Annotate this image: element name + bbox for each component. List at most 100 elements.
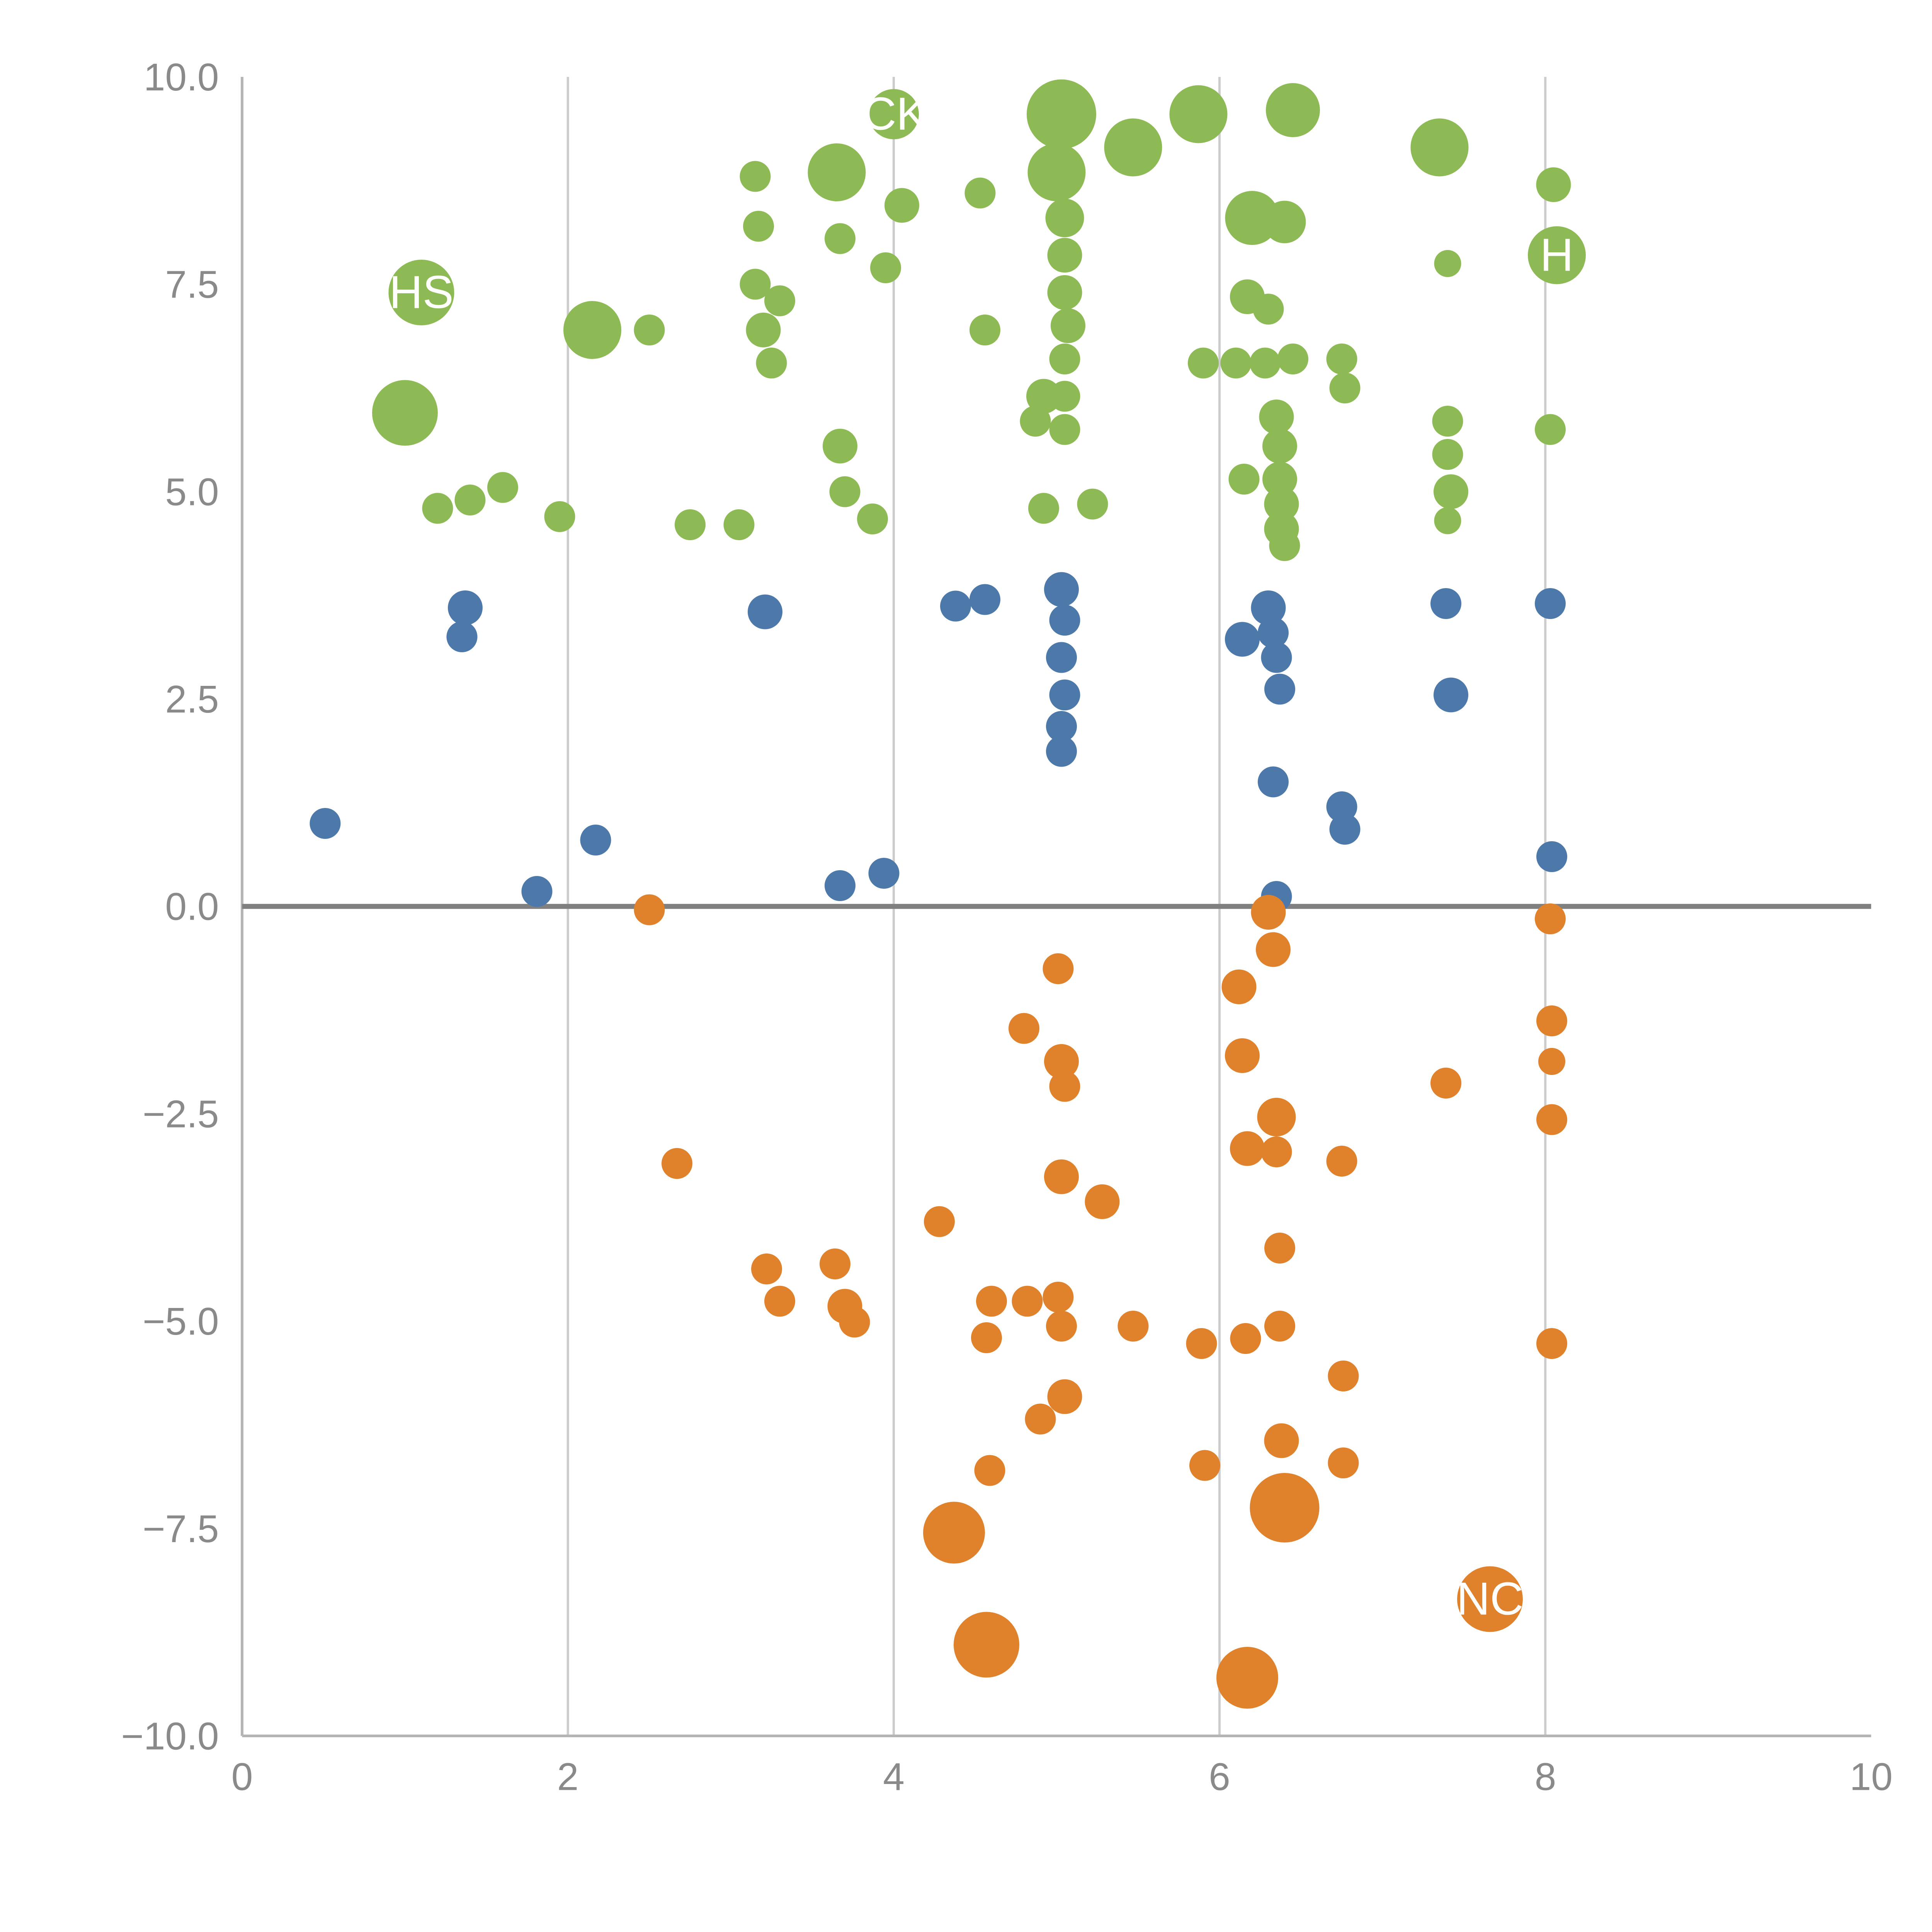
bubble	[829, 476, 861, 507]
bubble	[1216, 1647, 1278, 1709]
bubble	[1277, 344, 1308, 374]
bubble	[1043, 953, 1074, 984]
bubble	[1259, 400, 1294, 434]
bubble	[1046, 736, 1077, 767]
bubble	[1228, 464, 1260, 495]
bubble	[743, 211, 774, 242]
x-tick-label: 10	[1850, 1755, 1893, 1799]
bubble	[1536, 841, 1567, 872]
bubble	[1047, 275, 1082, 310]
bubble	[1186, 1328, 1217, 1359]
bubble	[1536, 1328, 1567, 1359]
bubble	[1328, 1447, 1359, 1478]
bubble	[825, 870, 855, 901]
y-tick-label: 7.5	[165, 263, 219, 306]
bubble	[1009, 1013, 1039, 1044]
bubble	[1326, 1146, 1357, 1177]
bubble	[1261, 1136, 1292, 1167]
y-tick-label: −2.5	[143, 1093, 219, 1136]
bubble	[1044, 1159, 1079, 1194]
bubble	[1430, 1068, 1461, 1099]
y-tick-label: 10.0	[144, 56, 219, 99]
bubble	[1329, 814, 1361, 845]
data-points	[310, 79, 1586, 1709]
bubble	[764, 1286, 795, 1317]
bubble	[746, 313, 781, 347]
bubble	[487, 472, 518, 503]
bubble	[1047, 238, 1082, 273]
bubble	[1434, 250, 1461, 277]
bubble	[372, 380, 438, 446]
bubble	[820, 1248, 850, 1279]
bubble	[1044, 1044, 1079, 1079]
bubble	[1257, 1098, 1296, 1136]
bubble-label: H	[1540, 229, 1574, 281]
bubble-label: HS	[389, 266, 454, 318]
bubble	[1536, 1104, 1567, 1135]
bubble	[969, 584, 1000, 615]
bubble	[1230, 1131, 1265, 1166]
bubble	[1258, 766, 1289, 798]
bubble	[740, 161, 771, 192]
bubble	[1077, 488, 1108, 520]
bubble	[740, 269, 771, 300]
bubble	[544, 501, 575, 532]
bubble	[1104, 118, 1162, 177]
bubble	[1535, 903, 1566, 934]
bubble-label: SCKT	[832, 88, 956, 140]
bubble	[1225, 622, 1260, 657]
y-tick-label: −10.0	[121, 1715, 219, 1758]
bubble	[1188, 347, 1219, 379]
bubble	[388, 260, 454, 325]
bubble	[1535, 414, 1566, 445]
bubble	[1264, 486, 1299, 522]
bubble	[1046, 1311, 1077, 1342]
bubble	[1264, 673, 1295, 705]
bubble	[1262, 429, 1297, 464]
bubble	[675, 509, 706, 540]
bubble	[1328, 1361, 1359, 1391]
bubble	[1028, 493, 1059, 524]
bubble	[1051, 308, 1085, 343]
y-tick-label: −5.0	[143, 1300, 219, 1343]
bubble	[1457, 1566, 1523, 1632]
bubble	[1434, 474, 1468, 509]
bubble	[1535, 588, 1566, 619]
bubble	[1230, 1323, 1261, 1354]
bubble-labels: HS SCKT H NC	[389, 88, 1573, 1625]
bubble	[521, 876, 553, 907]
bubble	[1434, 507, 1461, 534]
bubble	[839, 1306, 870, 1338]
bubble	[634, 315, 665, 345]
x-tick-label: 2	[557, 1755, 579, 1799]
bubble	[825, 223, 855, 254]
x-tick-label: 0	[231, 1755, 253, 1799]
bubble	[1262, 462, 1297, 497]
bubble	[1012, 1286, 1043, 1317]
bubble	[1049, 344, 1080, 374]
bubble	[1434, 677, 1468, 713]
bubble	[1221, 969, 1257, 1004]
bubble	[1263, 201, 1306, 243]
bubble	[808, 143, 866, 201]
bubble	[1025, 1403, 1056, 1435]
bubble	[1027, 79, 1096, 149]
x-tick-label: 4	[883, 1755, 905, 1799]
bubble	[1020, 406, 1051, 437]
bubble	[1261, 642, 1292, 673]
bubble	[1250, 347, 1281, 379]
tick-labels: 0 2 4 6 8 10 10.0 7.5 5.0 2.5 0.0 −2.5 −5.0 −7.5 −10.0	[121, 56, 1893, 1799]
bubble	[1049, 605, 1080, 636]
series-orange-group	[634, 894, 1567, 1709]
bubble	[1536, 1005, 1567, 1036]
bubble	[1189, 1450, 1220, 1481]
bubble	[454, 485, 486, 515]
bubble	[884, 188, 919, 223]
bubble	[1264, 1311, 1295, 1342]
bubble	[1266, 83, 1320, 137]
bubble	[1225, 1038, 1260, 1073]
bubble	[634, 894, 665, 925]
bubble	[1536, 167, 1571, 202]
bubble	[1253, 294, 1284, 325]
bubble	[870, 252, 901, 283]
